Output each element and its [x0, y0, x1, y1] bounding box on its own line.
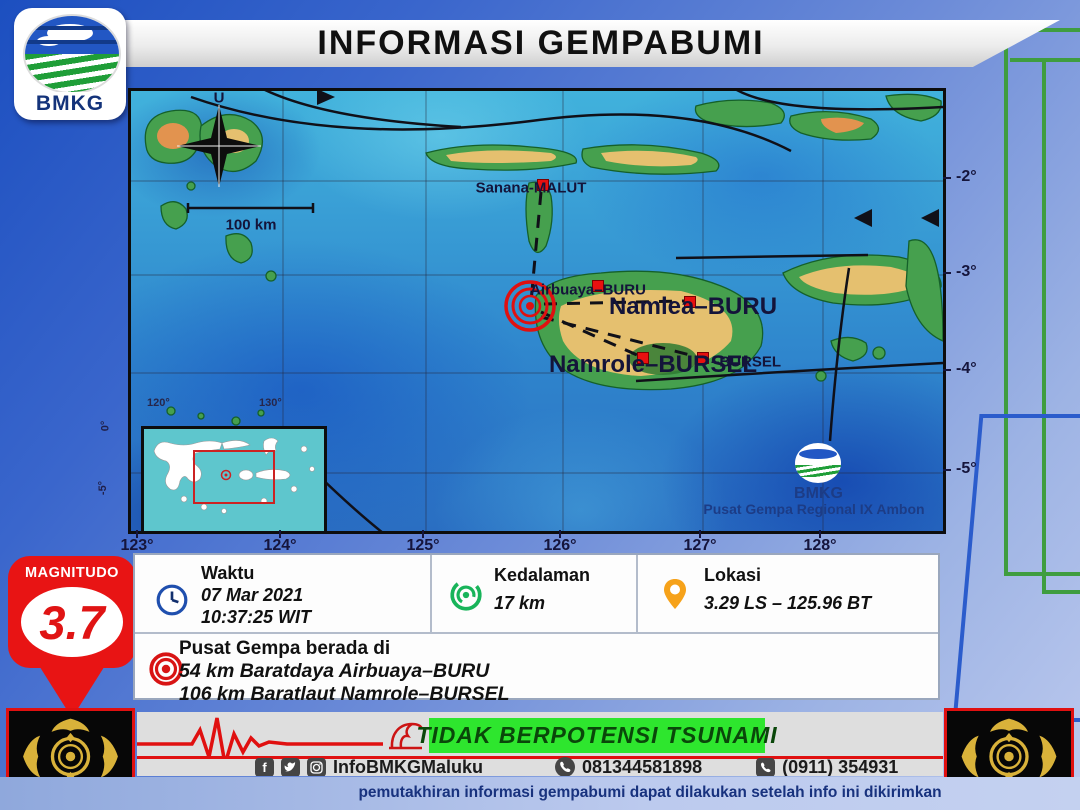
fault-arrows	[317, 91, 939, 227]
waktu-cell: Waktu 07 Mar 2021 10:37:25 WIT	[135, 555, 432, 632]
scale-label: 100 km	[225, 216, 277, 234]
red-divider-line	[137, 756, 943, 759]
logo-stripe	[25, 26, 119, 30]
scale-bar	[186, 203, 315, 213]
facebook-icon: f	[255, 757, 274, 776]
y-tick-label: -4°	[956, 360, 977, 377]
details-row: Waktu 07 Mar 2021 10:37:25 WIT Kedalaman…	[135, 555, 938, 632]
earthquake-map: U 100 km Sanana-MALUT Airbuaya–BURU Naml…	[128, 88, 946, 534]
pusat-gempa-row: Pusat Gempa berada di 54 km Baratdaya Ai…	[135, 632, 938, 705]
waktu-date: 07 Mar 2021	[201, 585, 304, 605]
bmkg-globe-icon	[23, 14, 121, 94]
watermark-org: BMKG	[794, 485, 843, 502]
place-label-airbuaya: Airbuaya–BURU	[530, 281, 646, 299]
kedalaman-cell: Kedalaman 17 km	[432, 555, 638, 632]
logo-stripe	[25, 40, 119, 44]
y-tick-label: -5°	[956, 460, 977, 477]
x-tick-label: 126°	[543, 537, 577, 554]
lokasi-cell: Lokasi 3.29 LS – 125.96 BT	[638, 555, 938, 632]
inset-lon-label-120: 120°	[147, 397, 170, 409]
y-tick	[943, 469, 951, 471]
tsunami-status-text: TIDAK BERPOTENSI TSUNAMI	[416, 722, 778, 748]
inset-canvas	[153, 437, 315, 514]
lokasi-label: Lokasi	[704, 565, 762, 585]
whatsapp-number: 081344581898	[582, 756, 703, 777]
phone-number: (0911) 354931	[782, 756, 899, 777]
inset-lon-label-130: 130°	[259, 397, 282, 409]
magnitude-label: MAGNITUDO	[25, 565, 119, 581]
title-bar: INFORMASI GEMPABUMI	[92, 20, 1060, 67]
inset-lat-label-5: -5°	[97, 480, 110, 496]
waktu-label: Waktu	[201, 563, 255, 583]
x-tick-label: 123°	[120, 537, 154, 554]
kedalaman-value: 17 km	[494, 593, 546, 613]
inset-lat-label-0: 0°	[99, 420, 112, 432]
frame-green-inner	[1042, 58, 1080, 594]
x-tick	[279, 530, 281, 538]
compass-label: U	[213, 89, 225, 107]
place-label-namlea: Namlea–BURU	[608, 293, 778, 320]
watermark-stripes	[795, 465, 841, 477]
x-tick	[559, 530, 561, 538]
pusat-line2: 106 km Baratlaut Namrole–BURSEL	[179, 683, 510, 705]
x-tick	[136, 530, 138, 538]
disclaimer-text: pemutakhiran informasi gempabumi dapat d…	[358, 784, 942, 801]
y-tick-label: -2°	[956, 168, 977, 185]
twitter-icon	[281, 757, 300, 776]
contact-row: f InfoBMKGMaluku 081344581898 (0911) 354…	[255, 756, 899, 777]
lokasi-value: 3.29 LS – 125.96 BT	[704, 593, 872, 613]
inset-map	[141, 426, 327, 531]
magnitude-badge: MAGNITUDO 3.7	[8, 556, 136, 722]
frame-green-segment-2	[1010, 58, 1046, 62]
tsunami-wave-icon	[389, 722, 424, 750]
city-markers	[537, 179, 709, 364]
inset-epicenter-icon	[220, 469, 232, 481]
magnitude-oval: 3.7	[21, 587, 123, 657]
compass-icon	[177, 105, 261, 187]
pusat-label: Pusat Gempa berada di	[179, 638, 391, 659]
magnitude-value: 3.7	[39, 595, 105, 649]
x-tick	[422, 530, 424, 538]
phone-icon	[756, 757, 776, 776]
watermark-office: Pusat Gempa Regional IX Ambon	[703, 501, 925, 517]
waktu-time: 10:37:25 WIT	[201, 607, 312, 627]
x-tick	[699, 530, 701, 538]
tsunami-status-box: TIDAK BERPOTENSI TSUNAMI	[416, 718, 777, 753]
kedalaman-label: Kedalaman	[494, 565, 591, 585]
logo-land-stripes	[25, 54, 119, 92]
x-tick-label: 124°	[263, 537, 297, 554]
y-tick	[943, 369, 951, 371]
footer-bar: TIDAK BERPOTENSI TSUNAMI f InfoBMKGMaluk…	[137, 712, 943, 776]
social-handle: InfoBMKGMaluku	[333, 756, 483, 777]
logo-sky	[25, 16, 119, 54]
y-tick	[943, 272, 951, 274]
seismogram-icon	[137, 717, 383, 758]
bottom-strip: pemutakhiran informasi gempabumi dapat d…	[0, 777, 1080, 810]
depth-icon	[450, 579, 482, 611]
page-title: INFORMASI GEMPABUMI	[317, 24, 765, 62]
x-tick-label: 128°	[803, 537, 837, 554]
event-details-panel: Waktu 07 Mar 2021 10:37:25 WIT Kedalaman…	[133, 553, 940, 705]
bmkg-logo-label: BMKG	[24, 92, 116, 116]
y-tick	[943, 177, 951, 179]
epicenter-ring-icon	[149, 652, 183, 686]
x-tick	[819, 530, 821, 538]
watermark-cloud	[799, 449, 837, 459]
clock-icon	[156, 584, 188, 616]
location-pin-icon	[664, 579, 686, 609]
instagram-icon	[307, 757, 326, 776]
bmkg-logo: BMKG	[14, 8, 126, 120]
inset-extent-box	[193, 450, 275, 504]
x-tick-label: 127°	[683, 537, 717, 554]
map-watermark-logo	[795, 443, 841, 483]
epicenter-icon	[504, 280, 556, 332]
y-tick-label: -3°	[956, 263, 977, 280]
x-tick-label: 125°	[406, 537, 440, 554]
place-label-namrole: Namrole–BURSEL	[548, 351, 758, 378]
pusat-line1: 54 km Baratdaya Airbuaya–BURU	[179, 660, 490, 682]
whatsapp-icon	[555, 757, 575, 776]
place-label-bursel: –BURSEL	[710, 353, 782, 371]
place-label-sanana: Sanana-MALUT	[475, 179, 587, 197]
